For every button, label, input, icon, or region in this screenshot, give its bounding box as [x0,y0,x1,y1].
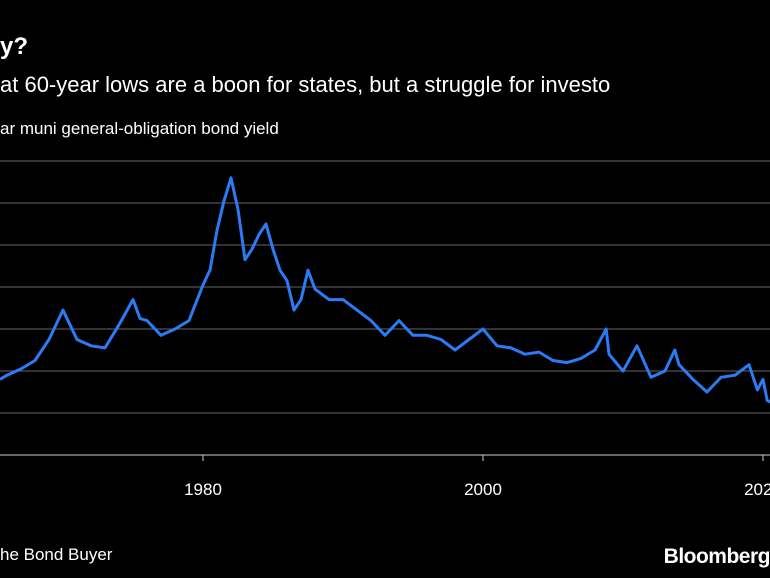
source: he Bond Buyer [0,545,113,564]
x-tick-label: 2000 [464,480,502,499]
x-tick-label: 1980 [184,480,222,499]
brand: Bloomberg [664,545,770,568]
chart-subtitle: at 60-year lows are a boon for states, b… [0,72,610,97]
chart-title: y? [0,33,28,60]
line [0,176,770,404]
x-tick-label: 2020 [744,480,770,499]
y-axis-label: ar muni general-obligation bond yield [0,119,279,138]
